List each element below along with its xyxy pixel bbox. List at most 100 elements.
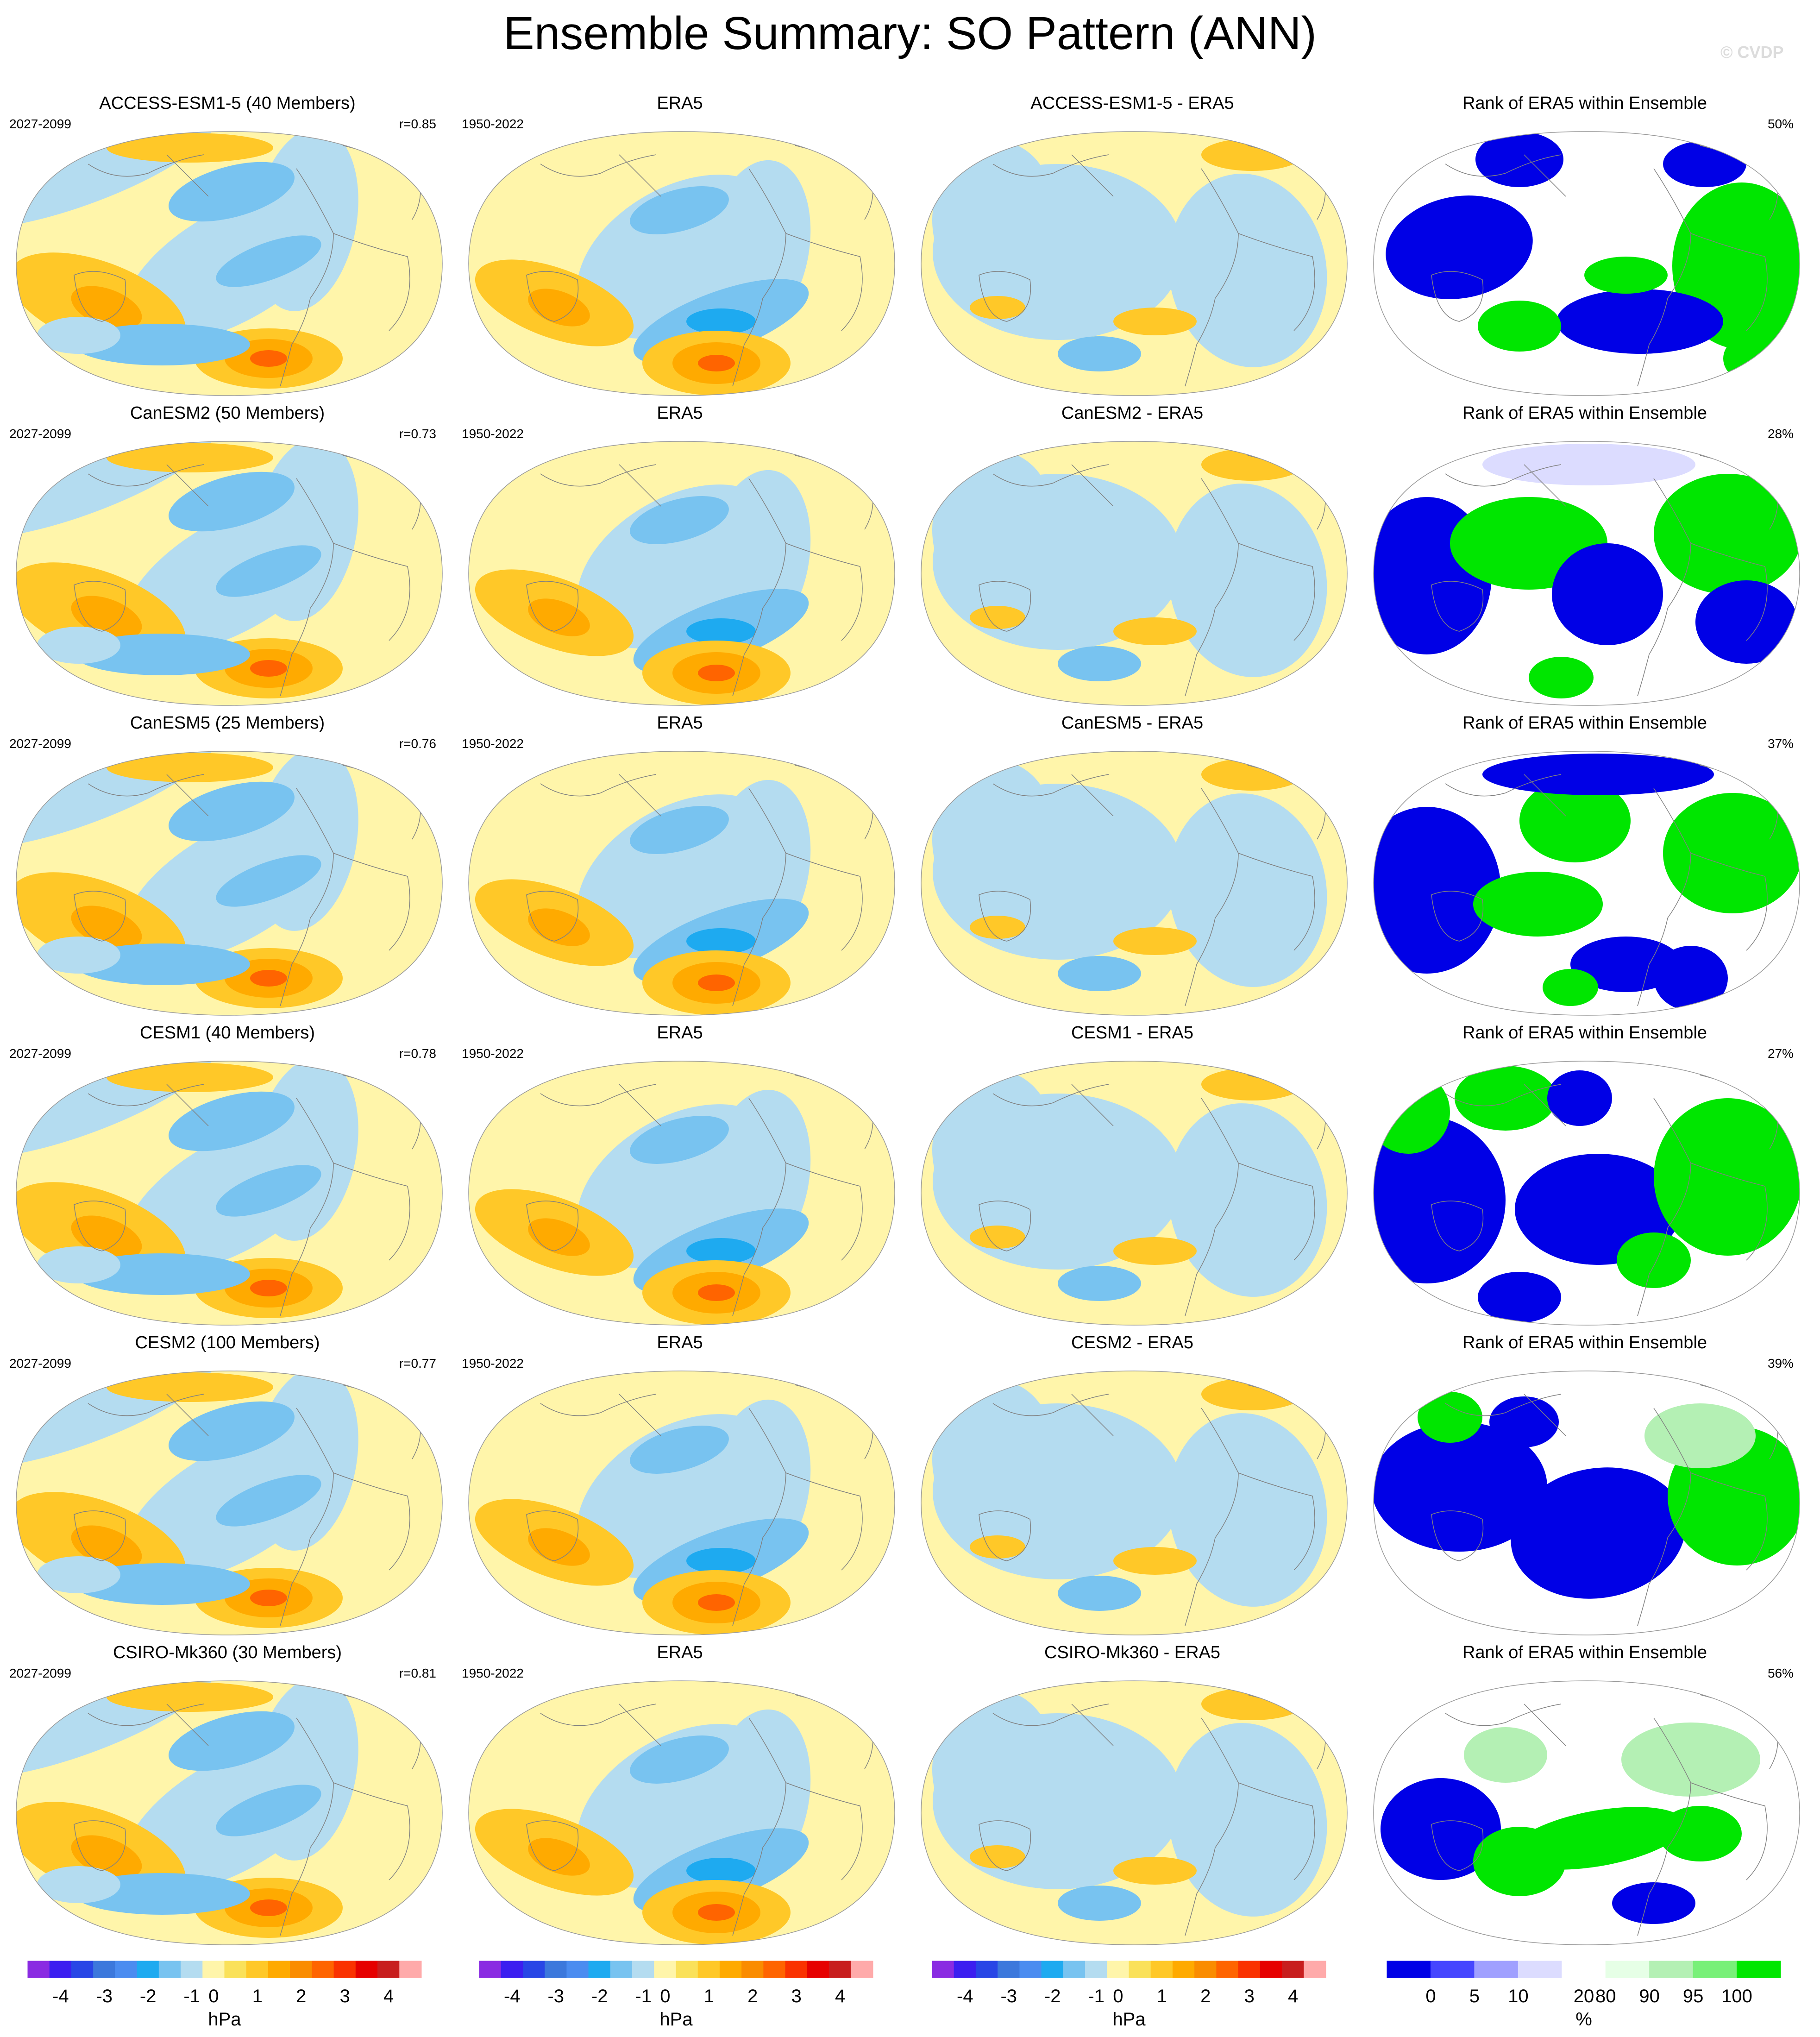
panel-years: 1950-2022 [462, 117, 524, 131]
colorbar-tick-label: -2 [140, 1986, 157, 2006]
pattern-correlation: r=0.81 [399, 1666, 436, 1680]
colorbar-tick-label: 20 [1574, 1986, 1594, 2006]
panel-era-4: ERA5 1950-2022 [452, 1022, 907, 1332]
colorbar-swatch [807, 1961, 830, 1978]
rank-percent: 39% [1767, 1356, 1794, 1371]
map-model [16, 441, 443, 706]
panel-years: 1950-2022 [462, 736, 524, 751]
colorbar-tick-label: -1 [635, 1986, 652, 2006]
colorbar-swatch [1129, 1961, 1151, 1978]
colorbar-model-unit: hPa [208, 2009, 241, 2030]
colorbar-tick-label: 0 [1113, 1986, 1123, 2006]
colorbar-swatch [1430, 1961, 1475, 1978]
pattern-correlation: r=0.76 [399, 736, 436, 751]
panel-rank-5: Rank of ERA5 within Ensemble 39% [1357, 1332, 1812, 1642]
colorbar-model-scale: -4 -3 -2 -1 0 1 2 3 4 [27, 1961, 422, 2006]
colorbar-swatch [399, 1961, 422, 1978]
colorbar-tick-label: 95 [1683, 1986, 1704, 2006]
colorbar-rank-scale: 0 5 10 20 80 90 95 100 [1387, 1961, 1781, 2006]
colorbar-swatch [522, 1961, 546, 1978]
colorbar-swatch [355, 1961, 378, 1978]
colorbar-swatch [1194, 1961, 1217, 1978]
pattern-correlation: r=0.78 [399, 1046, 436, 1061]
rank-percent: 37% [1767, 736, 1794, 751]
map-era [468, 1061, 895, 1326]
colorbar-swatch [975, 1961, 998, 1978]
panel-model-4: CESM1 (40 Members) 2027-2099 r=0.78 [0, 1022, 455, 1332]
map-era [468, 751, 895, 1016]
figure-title: Ensemble Summary: SO Pattern (ANN) [503, 7, 1317, 59]
colorbar-tick-label: 3 [340, 1986, 350, 2006]
colorbar-tick-label: 5 [1469, 1986, 1480, 2006]
panel-model-5: CESM2 (100 Members) 2027-2099 r=0.77 [0, 1332, 455, 1642]
colorbar-tick-label: 0 [1425, 1986, 1436, 2006]
colorbar-swatch [27, 1961, 50, 1978]
map-rank [1373, 751, 1800, 1016]
panel-title: ERA5 [657, 1333, 703, 1352]
panel-diff-2: CanESM2 - ERA5 [905, 402, 1360, 712]
panel-diff-6: CSIRO-Mk360 - ERA5 [905, 1642, 1360, 1952]
panel-title: CESM2 - ERA5 [1071, 1333, 1193, 1352]
colorbar-tick-label: 2 [1200, 1986, 1211, 2006]
colorbar-rank: 0 5 10 20 80 90 95 100 % [1382, 1958, 1785, 2032]
colorbar-swatch [932, 1961, 954, 1978]
colorbar-swatch [610, 1961, 633, 1978]
colorbar-swatch [1387, 1961, 1431, 1978]
colorbar-swatch [1172, 1961, 1195, 1978]
panel-title: CESM1 (40 Members) [140, 1023, 315, 1043]
colorbar-swatch [224, 1961, 247, 1978]
panel-title: Rank of ERA5 within Ensemble [1462, 1333, 1707, 1352]
colorbar-diff-scale: -4 -3 -2 -1 0 1 2 3 4 [932, 1961, 1326, 2006]
rank-percent: 56% [1767, 1666, 1794, 1680]
colorbar-swatch [1107, 1961, 1130, 1978]
colorbar-tick-label: 10 [1508, 1986, 1529, 2006]
pattern-correlation: r=0.85 [399, 117, 436, 131]
map-model [16, 1061, 443, 1326]
colorbar-tick-label: 1 [1157, 1986, 1167, 2006]
panel-diff-3: CanESM5 - ERA5 [905, 712, 1360, 1022]
colorbar-swatch [545, 1961, 567, 1978]
colorbar-swatch [1562, 1961, 1606, 1978]
colorbar-swatch [829, 1961, 852, 1978]
map-era [468, 1371, 895, 1635]
map-model [16, 1680, 443, 1945]
panel-era-6: ERA5 1950-2022 [452, 1642, 907, 1952]
colorbar-swatch [763, 1961, 786, 1978]
colorbar-swatch [676, 1961, 698, 1978]
map-model [16, 751, 443, 1016]
panel-title: CESM1 - ERA5 [1071, 1023, 1193, 1043]
colorbar-swatch [1238, 1961, 1261, 1978]
panel-diff-1: ACCESS-ESM1-5 - ERA5 [905, 93, 1360, 402]
panel-model-6: CSIRO-Mk360 (30 Members) 2027-2099 r=0.81 [0, 1642, 455, 1952]
colorbar-swatch [1693, 1961, 1738, 1978]
pattern-correlation: r=0.73 [399, 427, 436, 441]
panel-title: Rank of ERA5 within Ensemble [1462, 403, 1707, 423]
colorbar-swatch [479, 1961, 502, 1978]
colorbar-tick-label: -4 [957, 1986, 973, 2006]
colorbar-swatch [1737, 1961, 1781, 1978]
panel-years: 2027-2099 [9, 736, 71, 751]
colorbar-swatch [1518, 1961, 1563, 1978]
panel-rank-3: Rank of ERA5 within Ensemble 37% [1357, 712, 1812, 1022]
panel-title: ACCESS-ESM1-5 - ERA5 [1030, 94, 1234, 113]
panel-diff-5: CESM2 - ERA5 [905, 1332, 1360, 1642]
colorbar-swatch [49, 1961, 72, 1978]
panel-title: CanESM5 (25 Members) [130, 713, 325, 733]
colorbar-tick-label: -3 [547, 1986, 564, 2006]
colorbar-swatch [1019, 1961, 1042, 1978]
colorbar-tick-label: 80 [1595, 1986, 1616, 2006]
panel-model-3: CanESM5 (25 Members) 2027-2099 r=0.76 [0, 712, 455, 1022]
colorbar-swatch [71, 1961, 94, 1978]
colorbar-swatch [654, 1961, 677, 1978]
map-diff [921, 1061, 1348, 1326]
panel-years: 1950-2022 [462, 1046, 524, 1061]
colorbar-diff: -4 -3 -2 -1 0 1 2 3 4 hPa [928, 1958, 1330, 2032]
panel-years: 2027-2099 [9, 427, 71, 441]
colorbar-swatch [632, 1961, 655, 1978]
colorbar-era5-unit: hPa [659, 2009, 693, 2030]
colorbar-tick-label: 1 [704, 1986, 714, 2006]
panel-title: Rank of ERA5 within Ensemble [1462, 94, 1707, 113]
colorbar-swatch [719, 1961, 742, 1978]
colorbar-tick-label: -1 [183, 1986, 200, 2006]
panel-title: Rank of ERA5 within Ensemble [1462, 1023, 1707, 1043]
